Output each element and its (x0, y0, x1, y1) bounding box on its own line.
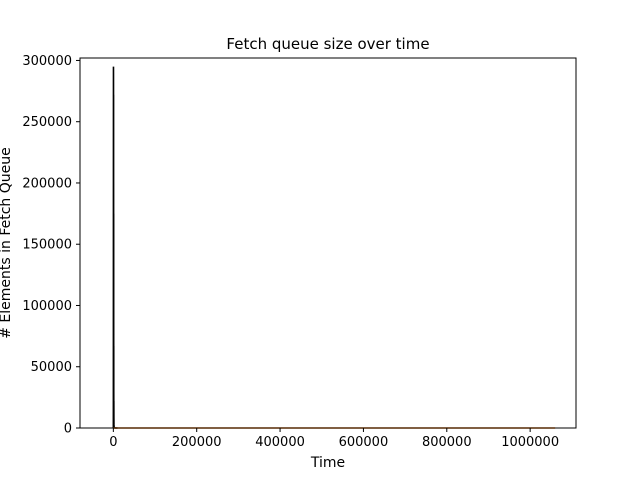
x-tick-label: 400000 (255, 435, 305, 450)
y-tick-label: 150000 (22, 238, 72, 253)
x-tick-label: 1000000 (501, 435, 559, 450)
x-tick-label: 0 (109, 435, 117, 450)
series-line-1 (112, 66, 118, 429)
plot-frame (79, 57, 577, 429)
y-tick-label: 300000 (22, 54, 72, 69)
y-tick-label: 50000 (31, 360, 72, 375)
x-tick-label: 200000 (172, 435, 222, 450)
x-tick-label: 800000 (422, 435, 472, 450)
y-tick-label: 0 (64, 422, 72, 437)
chart-title: Fetch queue size over time (226, 35, 429, 53)
y-tick-label: 100000 (22, 299, 72, 314)
y-tick-label: 250000 (22, 115, 72, 130)
plot-area (80, 58, 576, 428)
y-axis-label: # Elements in Fetch Queue (0, 147, 14, 339)
y-tick-label: 200000 (22, 176, 72, 191)
x-tick-label: 600000 (339, 435, 389, 450)
x-axis-label: Time (310, 455, 345, 471)
axes-layer: 0 200000 400000 600000 800000 1000000 0 50000 10… (22, 54, 559, 450)
